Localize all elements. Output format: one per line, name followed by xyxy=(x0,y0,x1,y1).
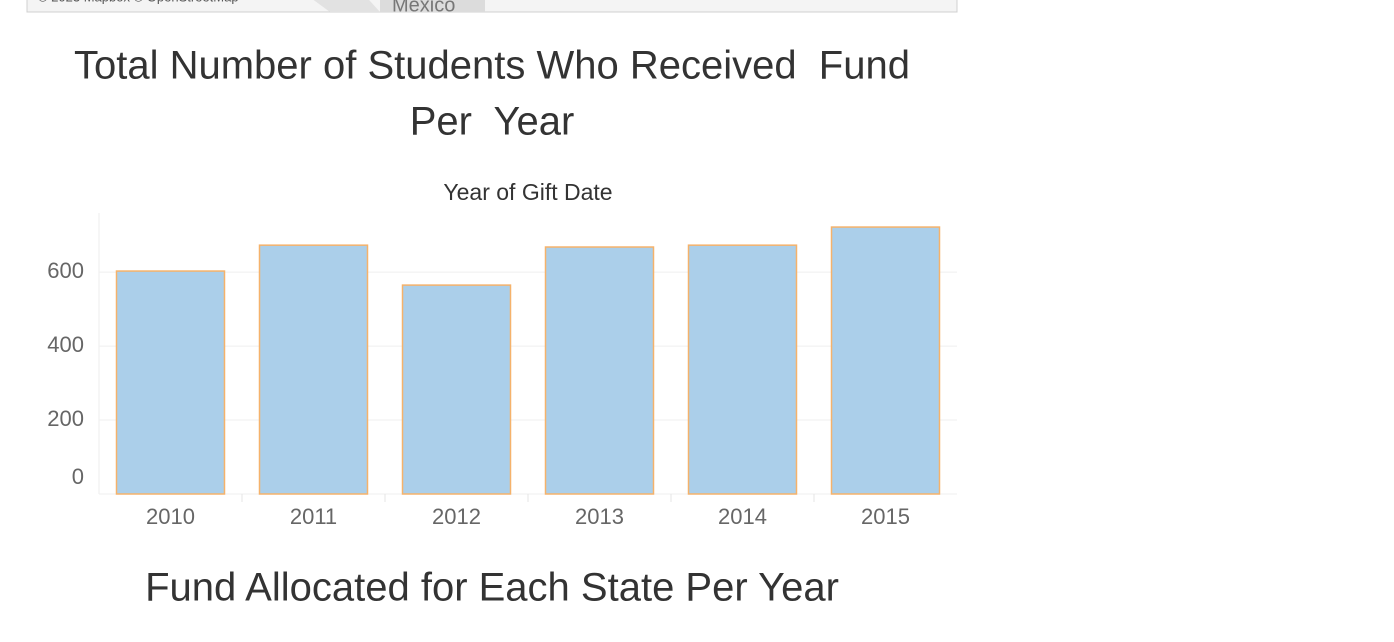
map-strip: © 2023 Mapbox © OpenStreetMap Mexico xyxy=(26,0,958,16)
y-tick-label: 600 xyxy=(47,258,84,283)
x-tick-label: 2011 xyxy=(290,504,337,529)
map-land xyxy=(313,0,380,12)
bar xyxy=(544,246,655,495)
section-title: Fund Allocated for Each State Per Year xyxy=(145,566,839,610)
map-land xyxy=(380,0,485,12)
x-axis-title: Year of Gift Date xyxy=(443,179,612,205)
chart-title: Total Number of Students Who Received Fu… xyxy=(74,44,910,88)
bar xyxy=(830,226,941,495)
y-tick-label: 200 xyxy=(47,406,84,431)
chart-title: Per Year xyxy=(410,100,575,144)
x-tick-label: 2010 xyxy=(146,504,195,529)
x-tick-label: 2012 xyxy=(432,504,481,529)
map-frame xyxy=(26,0,958,13)
y-tick-label: 400 xyxy=(47,332,84,357)
bar xyxy=(115,270,226,495)
bar xyxy=(687,244,798,495)
map-label: Mexico xyxy=(392,0,455,16)
x-tick-label: 2013 xyxy=(575,504,624,529)
x-tick-label: 2015 xyxy=(861,504,910,529)
bar xyxy=(258,244,369,495)
y-tick-label: 0 xyxy=(72,464,84,489)
map-attribution: © 2023 Mapbox © OpenStreetMap xyxy=(38,0,239,4)
x-tick-label: 2014 xyxy=(718,504,767,529)
bar xyxy=(401,284,512,495)
